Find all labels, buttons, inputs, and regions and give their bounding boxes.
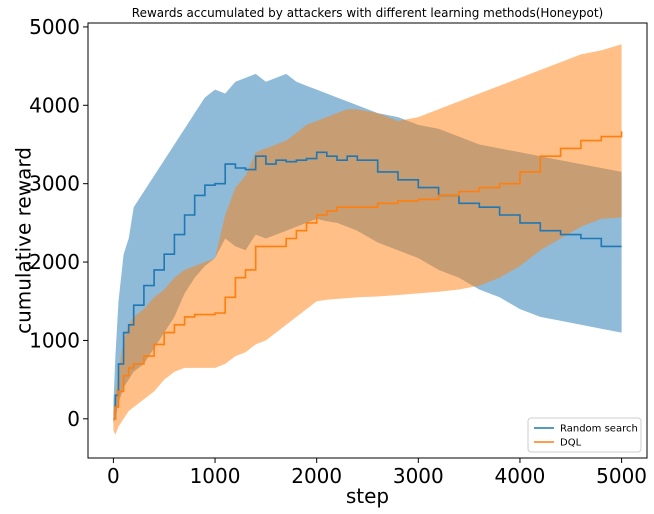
random-search-line: [113, 151, 622, 420]
dql-line: [113, 131, 623, 420]
y-tick-label: 5000: [29, 15, 80, 39]
chart-title: Rewards accumulated by attackers with di…: [132, 6, 603, 20]
y-axis-label: cumulative reward: [12, 147, 36, 334]
legend: Random search DQL: [527, 417, 642, 453]
confidence-bands: [113, 44, 622, 435]
y-tick-label: 1000: [29, 328, 80, 352]
x-tick-label: 1000: [190, 464, 241, 488]
x-axis: 0 1000 2000 3000 4000 5000: [107, 458, 647, 488]
y-tick-label: 0: [67, 407, 80, 431]
x-tick-label: 2000: [291, 464, 342, 488]
y-axis: 0 1000 2000 3000 4000 5000: [29, 15, 88, 431]
legend-label-random-search: Random search: [560, 424, 638, 435]
legend-box: [527, 417, 642, 453]
legend-label-dql: DQL: [560, 438, 582, 449]
y-tick-label: 4000: [29, 93, 80, 117]
x-axis-label: step: [346, 484, 389, 508]
y-tick-label: 2000: [29, 250, 80, 274]
dql-band: [113, 44, 622, 435]
x-tick-label: 5000: [596, 464, 647, 488]
series-lines: [113, 131, 623, 420]
x-tick-label: 4000: [495, 464, 546, 488]
y-tick-label: 3000: [29, 172, 80, 196]
plot-frame: [87, 22, 648, 459]
x-tick-label: 3000: [393, 464, 444, 488]
x-tick-label: 0: [107, 464, 120, 488]
